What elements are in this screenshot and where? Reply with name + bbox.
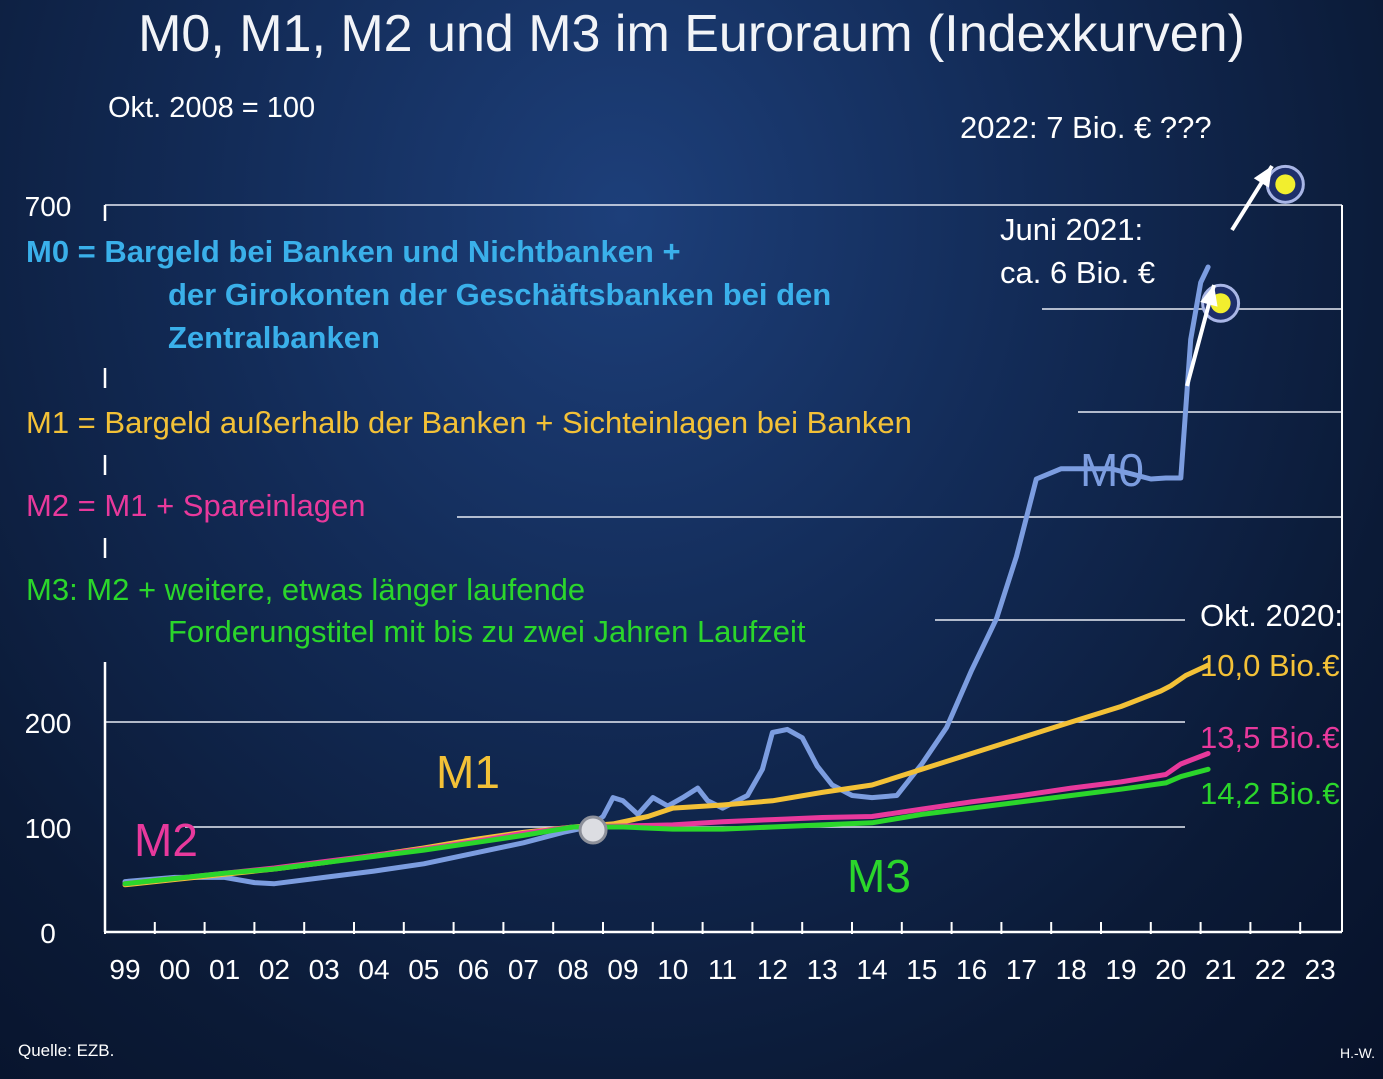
- x-tick-label-14: 14: [856, 954, 887, 985]
- annotation-m1-value: 10,0 Bio.€: [1200, 648, 1340, 683]
- annotation-june2021-line1: Juni 2021:: [1000, 212, 1144, 247]
- definition-m3-line1: M3: M2 + weitere, etwas länger laufende: [26, 572, 586, 607]
- y-tick-label-200: 200: [25, 708, 72, 739]
- x-tick-label-10: 10: [657, 954, 688, 985]
- definition-m3-line2: Forderungstitel mit bis zu zwei Jahren L…: [168, 614, 806, 649]
- series-label-m3: M3: [847, 850, 911, 902]
- x-tick-label-17: 17: [1006, 954, 1037, 985]
- markers: [578, 164, 1305, 845]
- x-tick-label-06: 06: [458, 954, 489, 985]
- definition-m1: M1 = Bargeld außerhalb der Banken + Sich…: [26, 405, 912, 440]
- x-tick-label-22: 22: [1255, 954, 1286, 985]
- base-point-marker: [578, 815, 608, 845]
- annotation-m3-value: 14,2 Bio.€: [1200, 776, 1340, 811]
- x-tick-label-11: 11: [708, 954, 737, 985]
- series-line-m3: [122, 766, 1211, 887]
- series-line-m1: [122, 662, 1211, 888]
- y-tick-label-100: 100: [25, 813, 72, 844]
- prognosis-2022-marker: [1275, 174, 1296, 195]
- series-label-m2: M2: [134, 814, 198, 866]
- arrow-to-june2021-head: [1200, 285, 1218, 307]
- series-line-m2: [122, 751, 1211, 887]
- x-tick-label-03: 03: [309, 954, 340, 985]
- x-tick-label-19: 19: [1105, 954, 1136, 985]
- y-tick-labels: 0 100 200 700: [25, 191, 72, 949]
- series-label-m0: M0: [1080, 444, 1144, 496]
- x-tick-label-00: 00: [159, 954, 190, 985]
- x-tick-label-99: 99: [109, 954, 140, 985]
- x-tick-label-04: 04: [358, 954, 389, 985]
- series-lines: [122, 264, 1211, 888]
- x-tick-label-09: 09: [607, 954, 638, 985]
- x-tick-label-15: 15: [906, 954, 937, 985]
- annotation-2022: 2022: 7 Bio. € ???: [960, 110, 1212, 145]
- arrow-to-2022-head: [1253, 166, 1272, 188]
- definition-m2: M2 = M1 + Spareinlagen: [26, 488, 366, 523]
- series-line-m0: [122, 264, 1211, 887]
- x-tick-label-23: 23: [1305, 954, 1336, 985]
- x-tick-label-02: 02: [259, 954, 290, 985]
- axes: [103, 205, 1343, 934]
- y-tick-label-700: 700: [25, 191, 72, 222]
- series-labels: M0 M1 M2 M3: [134, 444, 1144, 902]
- x-tick-label-21: 21: [1205, 954, 1236, 985]
- base-note: Okt. 2008 = 100: [108, 92, 316, 124]
- source-note: Quelle: EZB.: [18, 1041, 115, 1060]
- annotation-june2021-line2: ca. 6 Bio. €: [1000, 255, 1156, 290]
- chart-title: M0, M1, M2 und M3 im Euroraum (Indexkurv…: [138, 5, 1245, 63]
- x-tick-label-12: 12: [757, 954, 788, 985]
- x-tick-label-07: 07: [508, 954, 539, 985]
- y-tick-label-0: 0: [40, 918, 56, 949]
- x-tick-label-05: 05: [408, 954, 439, 985]
- x-tick-labels: 99 00 01 02 03 04 05 06 07 08 09 10 11 12 13 14 15 16 17 18…: [109, 954, 1335, 985]
- series-label-m1: M1: [436, 746, 500, 798]
- x-tick-label-08: 08: [558, 954, 589, 985]
- definition-m0-line3: Zentralbanken: [168, 320, 380, 355]
- author-note: H.-W.: [1340, 1045, 1375, 1061]
- x-tick-label-16: 16: [956, 954, 987, 985]
- definition-m0-line1: M0 = Bargeld bei Banken und Nichtbanken …: [26, 234, 681, 269]
- x-tick-label-20: 20: [1155, 954, 1186, 985]
- x-tick-label-18: 18: [1056, 954, 1087, 985]
- annotation-oct2020: Okt. 2020:: [1200, 598, 1344, 633]
- definition-m0-line2: der Girokonten der Geschäftsbanken bei d…: [168, 277, 832, 312]
- x-tick-label-13: 13: [807, 954, 838, 985]
- x-tick-label-01: 01: [209, 954, 240, 985]
- annotation-m2-value: 13,5 Bio.€: [1200, 720, 1340, 755]
